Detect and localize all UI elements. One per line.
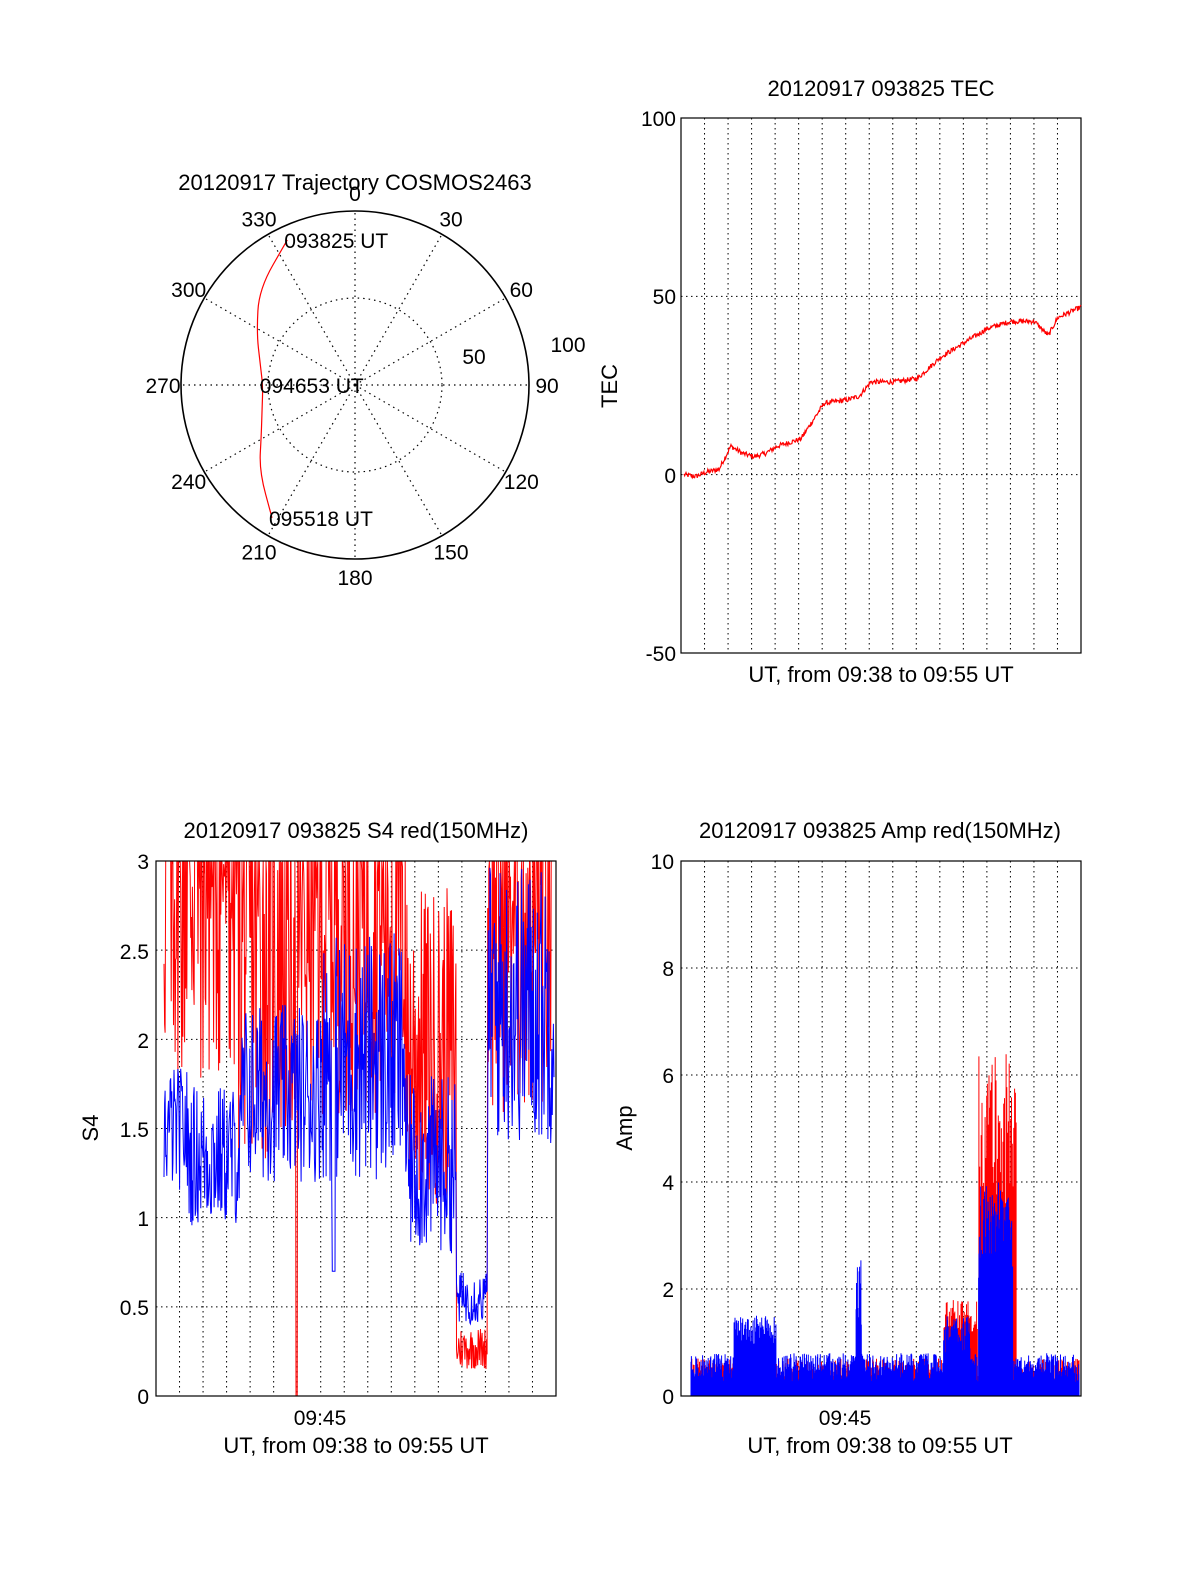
amp-xtick-0945: 09:45 (819, 1407, 872, 1430)
polar-angle-label: 210 (241, 541, 276, 564)
amp-ytick-0: 0 (662, 1386, 674, 1409)
tec-ylabel: TEC (597, 364, 622, 408)
s4-ylabel: S4 (78, 1115, 103, 1142)
polar-angle-label: 240 (171, 471, 206, 494)
tec-xlabel: UT, from 09:38 to 09:55 UT (748, 662, 1013, 687)
s4-title: 20120917 093825 S4 red(150MHz) (184, 818, 529, 843)
polar-angle-label: 330 (241, 209, 276, 232)
amp-ylabel: Amp (612, 1105, 637, 1150)
tec-ytick-0: 0 (664, 465, 676, 488)
polar-angle-label: 300 (171, 279, 206, 302)
trajectory-time-label: 095518 UT (269, 508, 373, 531)
polar-angle-label: 30 (439, 209, 462, 232)
trajectory-time-labels: 093825 UT 094653 UT 095518 UT (260, 230, 389, 531)
amp-ytick-8: 8 (662, 958, 674, 981)
polar-spoke (204, 384, 356, 473)
tec-series-line (683, 304, 1082, 480)
s4-plot-frame (155, 860, 557, 1397)
polar-radial-label-100: 100 (550, 334, 585, 357)
amp-ytick-2: 2 (662, 1279, 674, 1302)
polar-angle-label: 180 (337, 567, 372, 590)
amp-blue-series (690, 1182, 1080, 1396)
s4-ytick-1-5: 1.5 (120, 1119, 149, 1142)
amp-xlabel: UT, from 09:38 to 09:55 UT (747, 1433, 1012, 1458)
polar-spoke (267, 384, 356, 536)
polar-angle-labels: 0 30 60 90 120 150 180 210 240 270 300 330 (145, 183, 558, 590)
tec-ytick-50: 50 (653, 286, 676, 309)
polar-angle-label: 270 (145, 375, 180, 398)
polar-angle-label: 0 (349, 183, 361, 206)
s4-panel: 20120917 093825 S4 red(150MHz) 0 0.5 1 1… (78, 818, 557, 1458)
tec-grid (681, 118, 1081, 653)
polar-spoke (354, 384, 506, 473)
s4-blue-series (163, 867, 555, 1326)
polar-spoke (354, 297, 506, 386)
polar-radial-label-50: 50 (462, 346, 485, 369)
s4-ytick-0-5: 0.5 (120, 1297, 149, 1320)
polar-angle-label: 90 (535, 375, 558, 398)
amp-plot-frame (680, 860, 1082, 1397)
polar-outer-circle (180, 210, 530, 560)
polar-spoke (354, 234, 443, 386)
polar-ring-50 (267, 297, 443, 473)
trajectory-line (256, 239, 288, 518)
polar-angle-label: 120 (504, 471, 539, 494)
polar-trajectory-panel: 20120917 Trajectory COSMOS2463 0 30 60 90 12… (145, 170, 585, 590)
s4-xlabel: UT, from 09:38 to 09:55 UT (223, 1433, 488, 1458)
tec-ytick-100: 100 (641, 108, 676, 131)
s4-ytick-2: 2 (137, 1030, 149, 1053)
polar-title: 20120917 Trajectory COSMOS2463 (178, 170, 531, 195)
amp-ytick-4: 4 (662, 1172, 674, 1195)
polar-spoke (354, 384, 443, 536)
tec-ytick-neg50: -50 (646, 643, 676, 666)
amp-panel: 20120917 093825 Amp red(150MHz) 0 2 4 6 … (612, 818, 1082, 1458)
polar-angle-label: 60 (510, 279, 533, 302)
amp-ytick-6: 6 (662, 1065, 674, 1088)
s4-ytick-3: 3 (137, 851, 149, 874)
polar-spoke (267, 234, 356, 386)
amp-title: 20120917 093825 Amp red(150MHz) (699, 818, 1061, 843)
trajectory-time-label: 093825 UT (284, 230, 388, 253)
s4-ytick-2-5: 2.5 (120, 941, 149, 964)
amp-grid (681, 861, 1081, 1396)
s4-red-series (163, 860, 554, 1397)
polar-angle-label: 150 (433, 541, 468, 564)
s4-ytick-1: 1 (137, 1208, 149, 1231)
polar-spoke (204, 297, 356, 386)
trajectory-time-label: 094653 UT (260, 375, 364, 398)
amp-ytick-10: 10 (651, 851, 674, 874)
s4-xtick-0945: 09:45 (294, 1407, 347, 1430)
tec-plot-frame (680, 117, 1082, 654)
polar-grid (180, 210, 530, 560)
tec-title: 20120917 093825 TEC (767, 76, 994, 101)
tec-panel: 20120917 093825 TEC 100 50 0 -50 TEC UT,… (597, 76, 1082, 687)
s4-ytick-0: 0 (137, 1386, 149, 1409)
